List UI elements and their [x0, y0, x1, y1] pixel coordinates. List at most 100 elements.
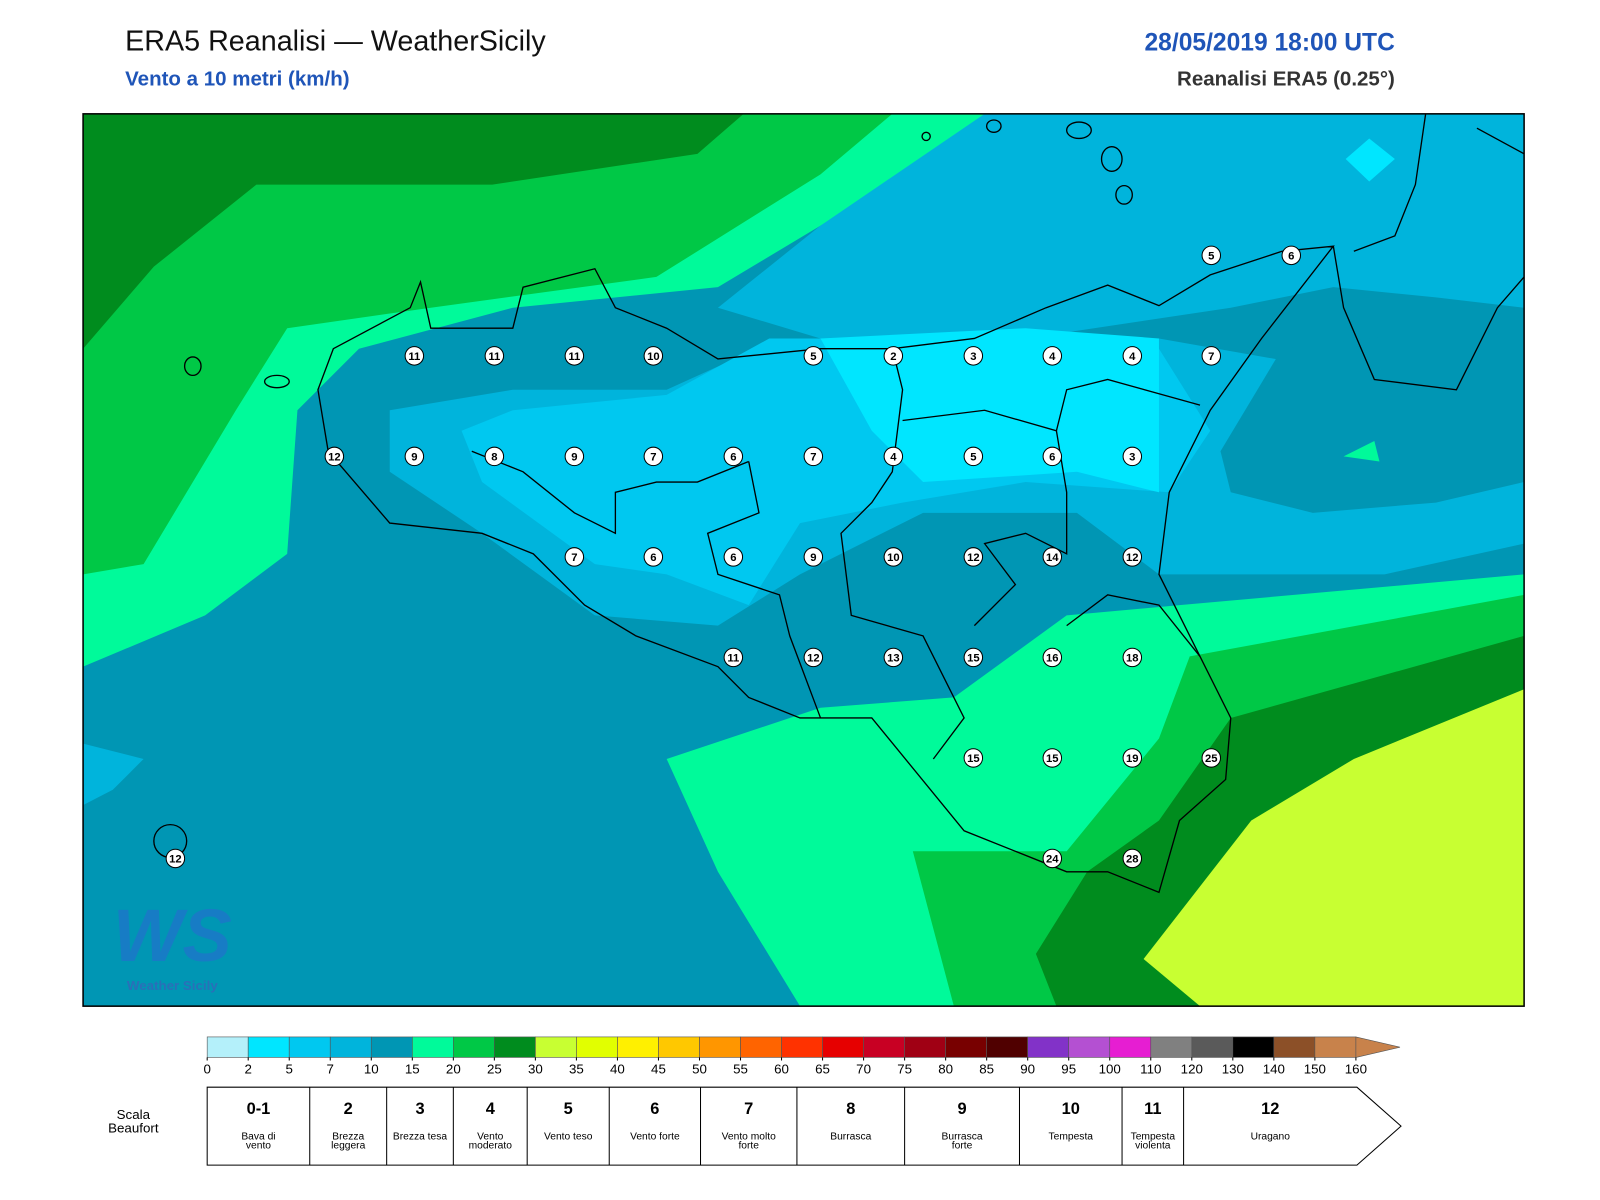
station-marker — [963, 346, 984, 366]
colorbar-tick-label: 2 — [244, 1061, 251, 1076]
colorbar-tick-label: 160 — [1345, 1061, 1367, 1076]
station-marker — [1281, 245, 1302, 266]
color-swatch — [1109, 1036, 1152, 1058]
colorbar-tick-label: 7 — [327, 1061, 334, 1076]
color-swatch — [945, 1036, 987, 1058]
colorbar-tick-label: 120 — [1181, 1061, 1203, 1076]
beaufort-label-box: Tempesta violenta — [1130, 1132, 1176, 1152]
station-marker — [883, 446, 904, 467]
station-value: 9 — [810, 552, 816, 564]
color-swatch — [658, 1036, 700, 1058]
beaufort-label-box: Burrasca — [830, 1132, 871, 1142]
colorbar-tick-label: 65 — [815, 1061, 830, 1076]
colorbar-tick-label: 25 — [487, 1061, 502, 1076]
color-swatch — [576, 1036, 618, 1058]
beaufort-force: 7 — [744, 1100, 753, 1118]
station-value: 4 — [1049, 351, 1056, 363]
station-value: 12 — [328, 451, 341, 463]
logo-mark: WS — [113, 894, 232, 977]
beaufort-label: Vento molto forte — [721, 1132, 776, 1152]
station-value: 15 — [967, 652, 980, 664]
beaufort-force: 9 — [957, 1100, 966, 1118]
station-marker — [1122, 748, 1143, 768]
colorbar-tick-label: 80 — [938, 1061, 953, 1076]
color-swatch — [1232, 1036, 1275, 1058]
beaufort-force: 5 — [564, 1100, 573, 1118]
field — [820, 328, 1159, 493]
station-value: 11 — [488, 351, 500, 363]
beaufort-label: Burrasca forte — [941, 1132, 983, 1152]
field — [83, 113, 744, 349]
station-marker — [883, 647, 904, 668]
beaufort-force: 2 — [344, 1100, 353, 1118]
colorbar-tick-label: 90 — [1020, 1061, 1035, 1076]
station-marker — [1122, 647, 1143, 668]
color-swatch — [699, 1036, 741, 1058]
colorbar-tick-label: 85 — [979, 1061, 994, 1076]
beaufort-label-box: Uragano — [1251, 1132, 1290, 1142]
field — [1343, 441, 1380, 462]
colorbar-tick-label: 0 — [203, 1061, 210, 1076]
station-value: 7 — [650, 451, 656, 463]
station-value: 2 — [890, 351, 896, 363]
colorbar-tick-label: 130 — [1222, 1061, 1244, 1076]
color-swatch — [986, 1036, 1028, 1058]
colorbar-tick-label: 5 — [286, 1061, 293, 1076]
colorbar-tick-label: 70 — [856, 1061, 871, 1076]
station-value: 19 — [1126, 753, 1139, 765]
beaufort-force: 12 — [1261, 1100, 1279, 1118]
station-marker — [1201, 346, 1222, 366]
station-value: 5 — [810, 351, 816, 363]
colorbar-tick-label: 100 — [1099, 1061, 1121, 1076]
colorbar-arrow — [1355, 1036, 1401, 1058]
station-marker — [404, 446, 425, 467]
station-marker — [883, 346, 904, 366]
station-marker — [643, 547, 664, 567]
colorbar-tick-label: 50 — [692, 1061, 707, 1076]
station-value: 3 — [970, 351, 976, 363]
station-value: 12 — [1126, 552, 1139, 564]
station-value: 9 — [571, 451, 577, 463]
station-value: 11 — [727, 652, 739, 664]
station-value: 5 — [1208, 250, 1214, 262]
station-value: 8 — [491, 451, 497, 463]
beaufort-label: Vento forte — [630, 1132, 680, 1143]
station-value: 10 — [647, 351, 660, 363]
station-value: 18 — [1126, 652, 1139, 664]
station-marker — [803, 547, 824, 567]
beaufort-label: Brezza leggera — [331, 1132, 366, 1152]
station-marker — [1122, 346, 1143, 366]
beaufort-title: Scala Beaufort — [108, 1107, 159, 1136]
colorbar-tick-label: 45 — [651, 1061, 666, 1076]
beaufort-force: 0-1 — [247, 1100, 271, 1118]
beaufort-label-box: Vento molto forte — [721, 1132, 776, 1152]
subtitle: Vento a 10 metri (km/h) — [125, 67, 349, 90]
station-marker — [564, 446, 585, 467]
beaufort-label-box: Bava di vento — [241, 1132, 276, 1152]
stations: 5 6 11 11 11 10 5 2 3 4 4 7 12 9 8 9 7 6 7 4 5 6 3 7 6 6 9 10 12 14 12… — [165, 245, 1302, 869]
beaufort-label: Tempesta violenta — [1130, 1132, 1176, 1152]
beaufort-scale: Scala Beaufort 0-1 Bava di vento 2 Brezza le… — [108, 1086, 1402, 1166]
station-value: 13 — [887, 652, 900, 664]
station-value: 11 — [408, 351, 420, 363]
color-swatch — [453, 1036, 495, 1058]
color-swatch — [206, 1036, 249, 1058]
beaufort-label: Vento moderato — [468, 1132, 512, 1152]
station-marker — [803, 346, 824, 366]
station-marker — [1042, 446, 1063, 467]
station-marker — [883, 547, 904, 567]
station-marker — [1201, 748, 1222, 768]
station-value: 4 — [1129, 351, 1136, 363]
colorbar-tick-label: 55 — [733, 1061, 748, 1076]
station-value: 16 — [1046, 652, 1059, 664]
field — [717, 113, 1525, 339]
beaufort-label: Bava di vento — [241, 1132, 276, 1152]
colorbar-tick-label: 140 — [1263, 1061, 1285, 1076]
wind-map: 5 6 11 11 11 10 5 2 3 4 4 7 12 9 8 9 7 6 7 4 5 6 3 7 6 6 9 10 12 14 12… — [83, 113, 1525, 1007]
beaufort-label-box: Burrasca forte — [941, 1132, 983, 1152]
field — [83, 743, 144, 806]
station-value: 4 — [890, 451, 897, 463]
colorbar-tick-label: 60 — [774, 1061, 789, 1076]
colorbar-tick-label: 110 — [1140, 1061, 1161, 1076]
color-swatch — [247, 1036, 290, 1058]
